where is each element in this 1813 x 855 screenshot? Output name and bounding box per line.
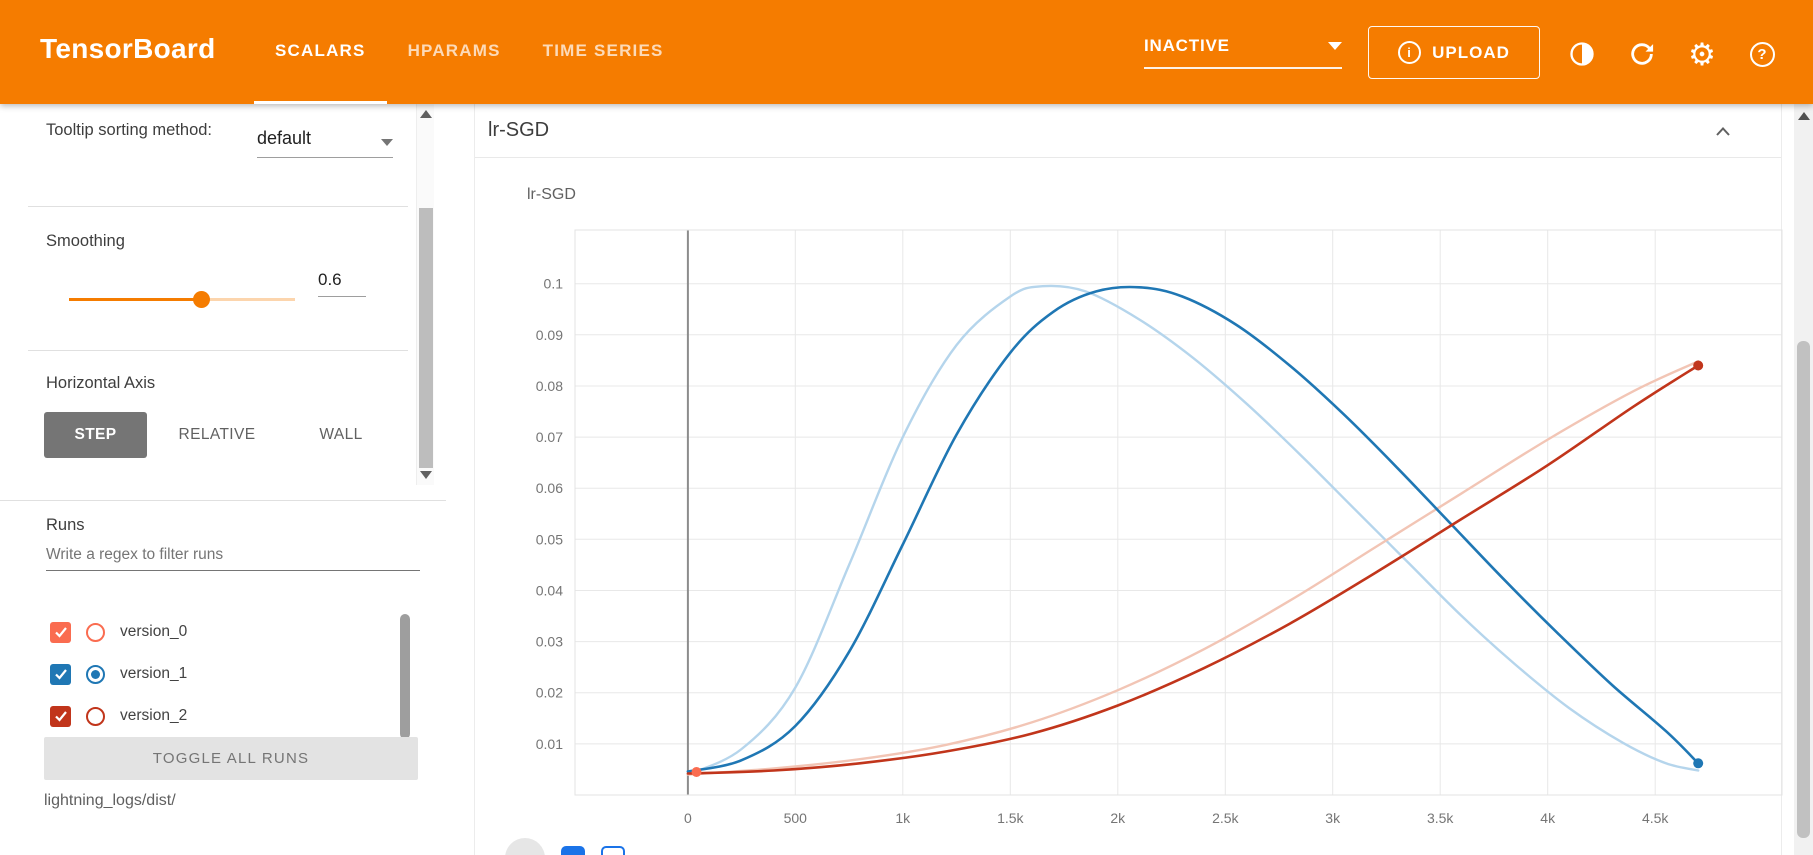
tooltip-sorting-dropdown[interactable]: default [257, 128, 393, 158]
logdir-path: lightning_logs/dist/ [44, 792, 176, 809]
info-icon: i [1398, 41, 1422, 64]
scroll-down-icon[interactable] [420, 471, 432, 479]
scalars-panel: lr-SGD lr-SGD 0.01 0.02 0.03 0.04 0.05 0.06 0.… [474, 104, 1783, 855]
svg-text:0.08: 0.08 [536, 378, 563, 394]
run-indicator-icon[interactable] [505, 838, 545, 855]
svg-text:3k: 3k [1325, 810, 1341, 826]
svg-text:0.06: 0.06 [536, 480, 563, 496]
divider [28, 206, 408, 207]
settings-button[interactable]: ⚙ [1682, 34, 1722, 74]
run-checkbox[interactable] [50, 705, 71, 727]
run-name: version_2 [120, 707, 188, 724]
upload-label: UPLOAD [1432, 42, 1510, 62]
tooltip-sorting-label: Tooltip sorting method: [46, 121, 213, 139]
smoothing-value-input[interactable] [318, 270, 366, 297]
chart-toolbar [505, 838, 625, 855]
run-radio[interactable] [86, 706, 105, 726]
svg-text:0.01: 0.01 [536, 736, 563, 752]
svg-text:0.02: 0.02 [536, 685, 563, 701]
app-logo: TensorBoard [40, 33, 216, 64]
tooltip-sorting-value: default [257, 128, 312, 148]
svg-text:2.5k: 2.5k [1212, 810, 1239, 826]
theme-toggle-button[interactable] [1562, 34, 1602, 74]
svg-text:4k: 4k [1540, 810, 1556, 826]
runs-scrollbar[interactable] [400, 614, 410, 739]
divider [28, 350, 408, 351]
slider-track-filled [69, 298, 203, 301]
run-checkbox[interactable] [50, 621, 71, 643]
refresh-button[interactable] [1622, 34, 1662, 74]
status-label: INACTIVE [1144, 36, 1230, 55]
gear-icon: ⚙ [1688, 36, 1716, 72]
contrast-icon [1570, 42, 1594, 66]
sidebar-scroll-thumb[interactable] [419, 208, 433, 468]
settings-sidebar: Tooltip sorting method: default Smoothin… [0, 104, 446, 855]
runs-filter-input[interactable] [46, 540, 420, 571]
svg-text:500: 500 [784, 810, 808, 826]
svg-text:0: 0 [684, 810, 692, 826]
run-row-version-1: version_1 [50, 653, 187, 695]
horizontal-axis-label: Horizontal Axis [46, 374, 156, 392]
scroll-up-icon[interactable] [1798, 112, 1810, 120]
fit-data-icon[interactable] [601, 846, 625, 855]
sidebar-scrollbar[interactable] [416, 104, 434, 485]
status-dropdown[interactable]: INACTIVE [1144, 36, 1342, 69]
scalar-chart[interactable]: 0.01 0.02 0.03 0.04 0.05 0.06 0.07 0.08 0.09 0.1 0… [501, 200, 1801, 848]
help-button[interactable]: ? [1742, 34, 1782, 74]
run-checkbox[interactable] [50, 663, 71, 685]
chart-title: lr-SGD [527, 186, 576, 203]
axis-relative-button[interactable]: RELATIVE [178, 426, 256, 443]
refresh-icon [1631, 43, 1654, 65]
chart-group-title: lr-SGD [488, 119, 550, 141]
run-name: version_0 [120, 623, 188, 640]
svg-text:3.5k: 3.5k [1427, 810, 1454, 826]
axis-step-button[interactable]: STEP [44, 412, 147, 458]
svg-text:0.09: 0.09 [536, 327, 563, 343]
main-tabs: SCALARS HPARAMS TIME SERIES [254, 0, 685, 104]
chevron-down-icon [1328, 42, 1342, 50]
check-icon [54, 627, 67, 638]
collapse-button[interactable] [1709, 118, 1737, 146]
radio-dot [91, 669, 100, 679]
run-row-version-0: version_0 [50, 611, 187, 653]
check-icon [54, 669, 67, 680]
run-radio[interactable] [86, 664, 105, 684]
toggle-all-runs-button[interactable]: TOGGLE ALL RUNS [44, 737, 418, 780]
help-icon: ? [1749, 41, 1775, 67]
svg-text:0.04: 0.04 [536, 583, 563, 599]
axis-wall-button[interactable]: WALL [319, 426, 363, 443]
upload-button[interactable]: i UPLOAD [1368, 26, 1540, 79]
chevron-up-icon [1716, 127, 1730, 136]
page-scrollbar[interactable] [1794, 104, 1813, 855]
smoothing-label: Smoothing [46, 232, 125, 250]
check-icon [54, 711, 67, 722]
run-name: version_1 [120, 665, 188, 682]
divider [0, 500, 446, 501]
slider-thumb[interactable] [193, 291, 211, 308]
tab-scalars[interactable]: SCALARS [254, 0, 387, 104]
svg-text:1k: 1k [895, 810, 911, 826]
app-header: TensorBoard SCALARS HPARAMS TIME SERIES … [0, 0, 1813, 104]
run-radio[interactable] [86, 622, 105, 642]
svg-text:1.5k: 1.5k [997, 810, 1024, 826]
svg-text:0.03: 0.03 [536, 634, 563, 650]
svg-text:0.05: 0.05 [536, 531, 563, 547]
fullscreen-icon[interactable] [561, 846, 585, 855]
svg-text:2k: 2k [1110, 810, 1126, 826]
scroll-up-icon[interactable] [420, 110, 432, 118]
svg-text:0.07: 0.07 [536, 429, 563, 445]
tab-hparams[interactable]: HPARAMS [407, 40, 501, 60]
tab-time-series[interactable]: TIME SERIES [542, 40, 664, 60]
svg-text:4.5k: 4.5k [1642, 810, 1669, 826]
chevron-down-icon [381, 139, 393, 146]
run-row-version-2: version_2 [50, 695, 187, 737]
svg-text:0.1: 0.1 [544, 276, 564, 292]
runs-label: Runs [46, 516, 85, 534]
slider-track-empty [202, 298, 295, 301]
page-scroll-thumb[interactable] [1797, 341, 1810, 838]
smoothing-slider[interactable] [69, 290, 295, 308]
chart-group-header[interactable]: lr-SGD [475, 104, 1781, 158]
